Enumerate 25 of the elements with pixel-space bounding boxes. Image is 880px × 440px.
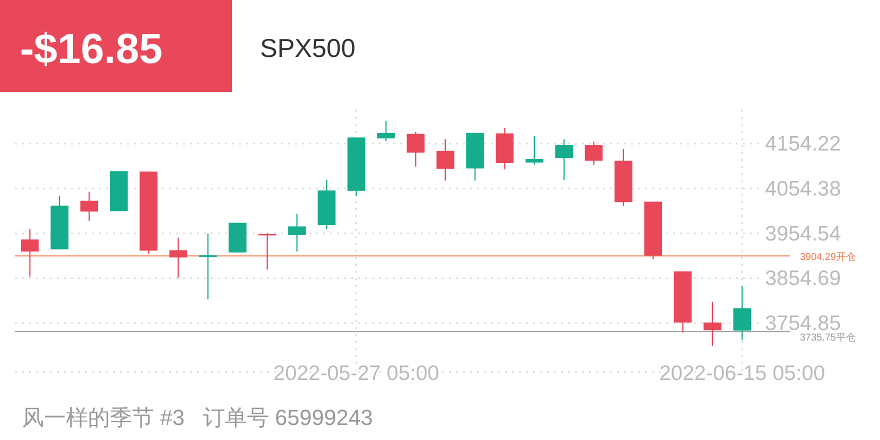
candlestick [525,135,544,166]
candlestick [20,228,39,278]
candlestick [406,131,425,168]
candlestick [436,138,454,182]
chart-title: SPX500 [260,33,356,63]
y-tick-label: 3854.69 [765,267,841,290]
candlestick [733,286,752,341]
x-tick-label: 2022-06-15 05:00 [659,362,826,385]
candlestick [584,140,603,166]
candlestick [258,232,276,270]
y-tick-label: 3954.54 [765,222,842,246]
candlestick [199,232,217,300]
candlestick [80,191,98,222]
ref-line-label: 3735.75平仓 [800,332,856,344]
x-tick-label: 2022-05-27 05:00 [273,362,440,385]
candlestick [288,213,306,252]
candlestick [555,138,573,181]
ref-line-label: 3904.29开仓 [800,250,856,263]
text: 风一样的季节 #3 订单号 65999243 [22,405,373,430]
y-tick-label: 4154.22 [765,132,841,156]
candlestick [377,120,395,142]
candlestick [704,301,722,347]
y-tick-label: 4054.38 [765,177,841,200]
candlestick [169,237,188,278]
chart-subtitle: -$16.85 [20,25,162,72]
